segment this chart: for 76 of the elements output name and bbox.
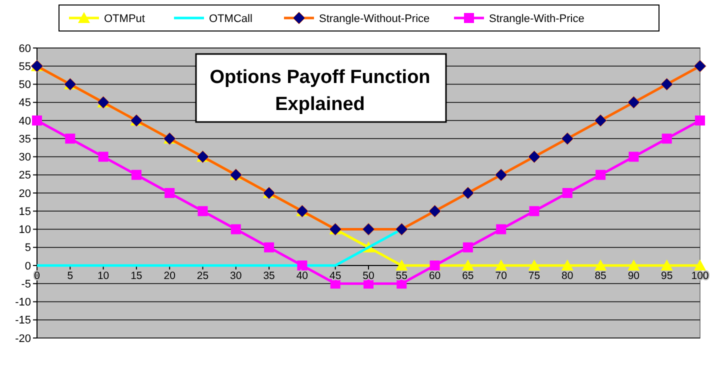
point [131, 170, 142, 180]
point [462, 260, 474, 270]
x-tick-label: 75 [528, 270, 540, 282]
point [528, 260, 540, 270]
x-tick-label: 30 [230, 270, 242, 282]
y-tick-label: 5 [24, 242, 31, 254]
y-tick-label: 30 [18, 152, 31, 164]
point [297, 260, 308, 270]
point [596, 170, 606, 180]
x-tick-label: 25 [196, 270, 209, 282]
point [695, 116, 705, 126]
point [660, 260, 673, 270]
point [561, 260, 574, 270]
point [462, 186, 474, 200]
point [627, 96, 640, 109]
point [65, 134, 76, 144]
legend-label: Strangle-Without-Price [319, 13, 430, 25]
point [594, 260, 607, 270]
y-tick-label: 10 [18, 224, 31, 236]
y-tick-label: 0 [24, 260, 31, 272]
y-tick-label: 45 [18, 97, 31, 110]
y-tick-label: 50 [18, 79, 31, 92]
x-tick-label: 35 [263, 270, 276, 282]
point [362, 223, 375, 236]
point [694, 260, 706, 270]
point [529, 206, 540, 216]
point [264, 242, 274, 252]
point [396, 260, 408, 270]
point [230, 224, 241, 234]
point [628, 260, 640, 270]
point [164, 188, 175, 198]
text: Options Payoff Function Explained [210, 67, 430, 115]
point [496, 224, 506, 234]
x-tick-label: 65 [462, 270, 474, 282]
x-tick-label: 85 [594, 270, 607, 282]
x-tick-label: 90 [628, 270, 640, 282]
x-tick-label: 70 [495, 270, 508, 282]
x-tick-label: 80 [562, 270, 574, 282]
y-tick-label: 35 [18, 133, 31, 146]
y-tick-label: 15 [18, 206, 31, 218]
x-tick-label: 15 [130, 270, 142, 282]
point [561, 132, 574, 145]
point [694, 60, 706, 72]
point [428, 204, 442, 218]
point [98, 152, 108, 162]
point [562, 188, 572, 198]
legend-label: OTMCall [209, 13, 252, 25]
x-tick-label: 20 [164, 270, 176, 282]
y-tick-label: 60 [18, 42, 31, 55]
y-tick-label: -10 [15, 296, 31, 309]
y-tick-label: 40 [18, 115, 31, 128]
x-tick-label: 40 [296, 270, 308, 282]
point [494, 168, 508, 182]
point [662, 134, 672, 144]
point [198, 206, 208, 216]
point [660, 78, 674, 90]
point [528, 150, 540, 163]
y-tick-label: 55 [18, 60, 31, 73]
legend-label: Strangle-With-Price [489, 13, 584, 25]
x-tick-label: 95 [661, 270, 673, 282]
y-tick-label: -5 [21, 278, 31, 290]
x-tick-label: 10 [97, 270, 110, 282]
y-tick-label: -15 [15, 314, 31, 327]
point [495, 260, 508, 270]
point [32, 116, 42, 126]
legend-label: OTMPut [104, 13, 145, 25]
point [462, 242, 473, 252]
y-tick-label: 20 [18, 188, 31, 200]
x-tick-label: 5 [67, 270, 74, 282]
point [594, 114, 607, 127]
point [628, 152, 639, 162]
y-tick-label: 25 [18, 170, 31, 182]
point [395, 223, 408, 236]
x-tick-label: 100 [691, 270, 709, 282]
y-tick-label: -20 [15, 332, 31, 345]
x-tick-label: 60 [428, 270, 441, 282]
